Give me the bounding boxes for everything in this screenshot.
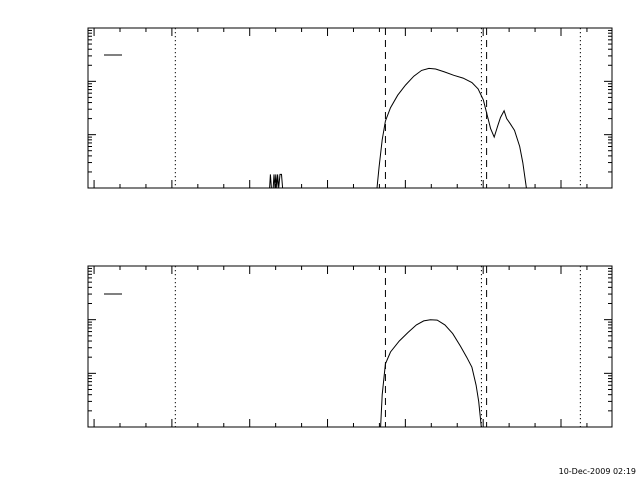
series-line-segment [376,67,527,189]
series-line-segment [269,173,284,189]
plot-timestamp: 10-Dec-2009 02:19 [559,467,636,476]
series-line-segment [380,319,482,428]
hi-channel-plot [87,265,613,428]
plot-frame [87,27,613,189]
plot-frame [87,265,613,428]
lo-channel-plot [87,27,613,189]
